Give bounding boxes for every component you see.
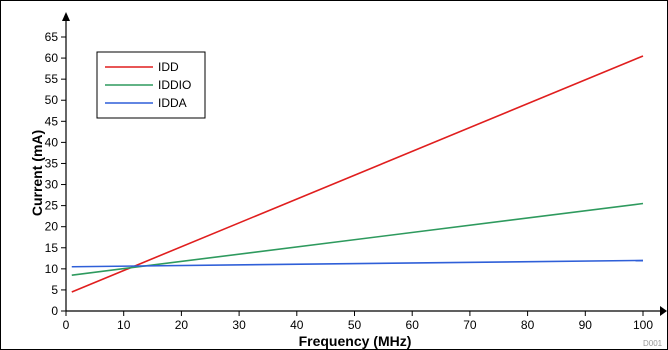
y-axis-arrow xyxy=(62,12,70,21)
x-axis-title: Frequency (MHz) xyxy=(299,333,412,349)
legend: IDD IDDIO IDDA xyxy=(96,51,206,119)
x-tick-label: 10 xyxy=(117,318,131,332)
figure-id-label: D001 xyxy=(643,339,663,348)
y-tick-label: 55 xyxy=(45,72,59,86)
x-tick-label: 60 xyxy=(406,318,420,332)
y-tick-label: 50 xyxy=(45,93,59,107)
y-tick-label: 40 xyxy=(45,135,59,149)
ticks: 0 10 20 30 40 50 60 70 80 90 100 0 5 10 15 20 25 30 35 40 45… xyxy=(45,30,654,332)
y-tick-label: 25 xyxy=(45,199,59,213)
x-tick-label: 30 xyxy=(232,318,246,332)
x-tick-label: 70 xyxy=(463,318,477,332)
y-tick-label: 5 xyxy=(51,283,58,297)
x-tick-label: 80 xyxy=(521,318,535,332)
series-line-iddio xyxy=(71,202,644,276)
x-axis-arrow xyxy=(660,306,667,316)
y-tick-label: 15 xyxy=(45,241,59,255)
x-tick-label: 40 xyxy=(290,318,304,332)
y-tick-label: 20 xyxy=(45,220,59,234)
axes xyxy=(62,12,667,316)
x-tick-label: 90 xyxy=(579,318,593,332)
y-tick-label: 0 xyxy=(51,304,58,318)
legend-label: IDDA xyxy=(158,96,187,110)
x-tick-label: 20 xyxy=(175,318,189,332)
y-tick-label: 60 xyxy=(45,51,59,65)
series-line-idd xyxy=(71,55,644,293)
y-tick-label: 45 xyxy=(45,114,59,128)
y-tick-label: 35 xyxy=(45,156,59,170)
legend-label: IDD xyxy=(158,60,179,74)
x-tick-label: 50 xyxy=(348,318,362,332)
y-tick-label: 65 xyxy=(45,30,59,44)
y-tick-label: 10 xyxy=(45,262,59,276)
series-lines xyxy=(71,55,644,293)
x-tick-label: 100 xyxy=(633,318,653,332)
series-line-idda xyxy=(71,259,644,268)
y-axis-title: Current (mA) xyxy=(29,130,45,216)
x-tick-label: 0 xyxy=(63,318,70,332)
y-tick-label: 30 xyxy=(45,178,59,192)
legend-label: IDDIO xyxy=(158,78,191,92)
